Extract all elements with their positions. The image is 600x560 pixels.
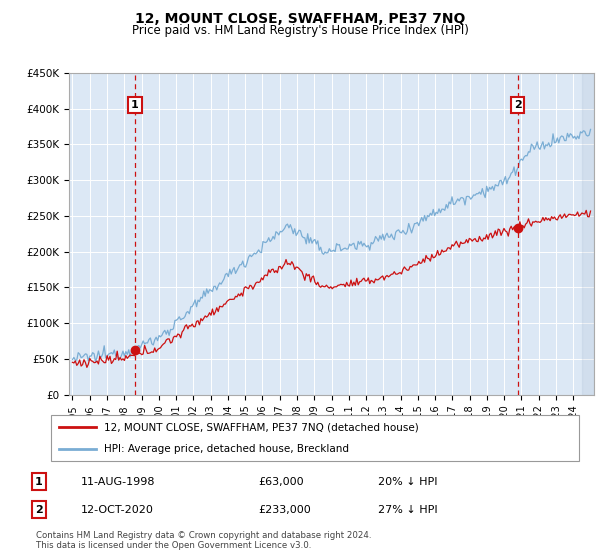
- Text: 12, MOUNT CLOSE, SWAFFHAM, PE37 7NQ (detached house): 12, MOUNT CLOSE, SWAFFHAM, PE37 7NQ (det…: [104, 422, 419, 432]
- Text: 12-OCT-2020: 12-OCT-2020: [81, 505, 154, 515]
- Text: 1: 1: [131, 100, 139, 110]
- Text: 20% ↓ HPI: 20% ↓ HPI: [378, 477, 437, 487]
- Text: 27% ↓ HPI: 27% ↓ HPI: [378, 505, 437, 515]
- FancyBboxPatch shape: [50, 416, 580, 461]
- Text: 2: 2: [514, 100, 522, 110]
- Text: £233,000: £233,000: [258, 505, 311, 515]
- Text: 1: 1: [35, 477, 43, 487]
- Text: 2: 2: [35, 505, 43, 515]
- Bar: [582, 73, 594, 395]
- Text: Contains HM Land Registry data © Crown copyright and database right 2024.
This d: Contains HM Land Registry data © Crown c…: [36, 530, 371, 550]
- Text: HPI: Average price, detached house, Breckland: HPI: Average price, detached house, Brec…: [104, 444, 349, 454]
- Text: £63,000: £63,000: [258, 477, 304, 487]
- Text: 12, MOUNT CLOSE, SWAFFHAM, PE37 7NQ: 12, MOUNT CLOSE, SWAFFHAM, PE37 7NQ: [135, 12, 465, 26]
- Text: 11-AUG-1998: 11-AUG-1998: [81, 477, 155, 487]
- Text: Price paid vs. HM Land Registry's House Price Index (HPI): Price paid vs. HM Land Registry's House …: [131, 24, 469, 37]
